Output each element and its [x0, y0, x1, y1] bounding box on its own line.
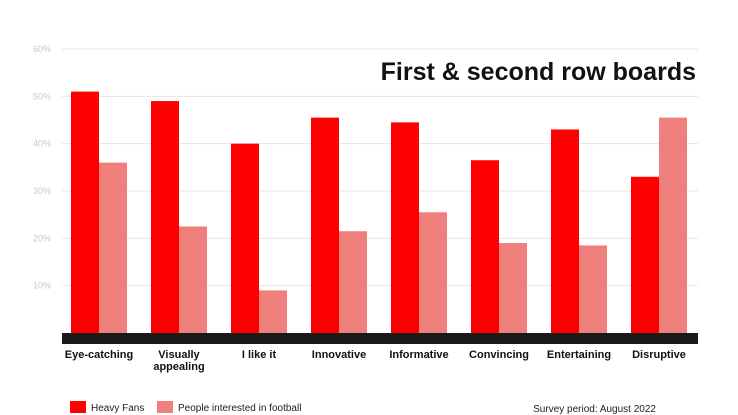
survey-period-note: Survey period: August 2022 — [533, 404, 656, 415]
bar-heavy-fans — [471, 160, 499, 333]
bar-interested-in-football — [499, 243, 527, 333]
legend: Heavy Fans People interested in football — [70, 401, 301, 414]
y-tick-label: 60% — [33, 44, 51, 54]
bar-interested-in-football — [419, 212, 447, 333]
bar-interested-in-football — [179, 226, 207, 333]
category-label: Informative — [389, 349, 448, 361]
y-tick-label: 20% — [33, 233, 51, 243]
category-label: I like it — [242, 349, 277, 361]
category-label: Eye-catching — [65, 349, 133, 361]
x-axis-baseline — [62, 333, 698, 344]
y-tick-label: 10% — [33, 281, 51, 291]
category-labels: Eye-catching Visually appealing I like it In… — [65, 349, 686, 373]
bar-interested-in-football — [659, 117, 687, 333]
legend-label: Heavy Fans — [91, 403, 144, 414]
bar-heavy-fans — [551, 129, 579, 333]
legend-label: People interested in football — [178, 403, 301, 414]
bars — [71, 91, 687, 333]
bar-heavy-fans — [311, 117, 339, 333]
y-tick-label: 50% — [33, 91, 51, 101]
legend-swatch — [70, 401, 86, 413]
title-background — [378, 56, 700, 88]
category-label: Visually appealing — [153, 349, 204, 373]
bar-interested-in-football — [579, 245, 607, 333]
bar-interested-in-football — [259, 290, 287, 333]
chart-title: First & second row boards — [381, 58, 696, 86]
bar-interested-in-football — [99, 162, 127, 333]
bar-heavy-fans — [631, 176, 659, 333]
bar-heavy-fans — [231, 143, 259, 333]
bar-heavy-fans — [151, 101, 179, 333]
legend-swatch — [157, 401, 173, 413]
bar-heavy-fans — [71, 91, 99, 333]
y-tick-label: 30% — [33, 186, 51, 196]
category-label: Disruptive — [632, 349, 686, 361]
bar-interested-in-football — [339, 231, 367, 333]
category-label: Innovative — [312, 349, 366, 361]
category-label: Convincing — [469, 349, 529, 361]
category-label: Entertaining — [547, 349, 611, 361]
y-tick-label: 40% — [33, 139, 51, 149]
bar-heavy-fans — [391, 122, 419, 333]
y-axis-ticks: 10% 20% 30% 40% 50% 60% — [33, 44, 51, 291]
